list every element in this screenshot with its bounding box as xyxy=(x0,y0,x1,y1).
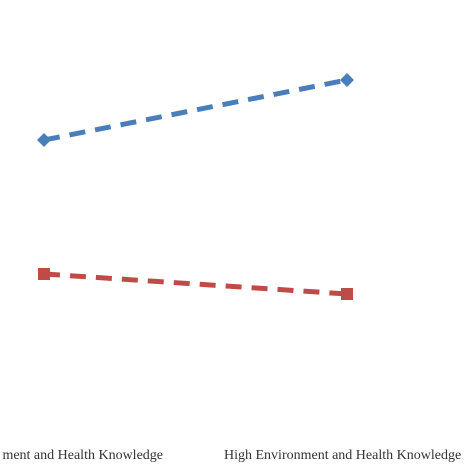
x-tick-label: ment and Health Knowledge xyxy=(2,448,163,463)
point xyxy=(341,288,353,300)
point xyxy=(37,133,51,147)
series-line xyxy=(43,271,348,297)
x-tick-label: High Environment and Health Knowledge xyxy=(224,448,461,463)
series-line xyxy=(43,77,348,143)
point xyxy=(38,268,50,280)
point xyxy=(340,73,354,87)
